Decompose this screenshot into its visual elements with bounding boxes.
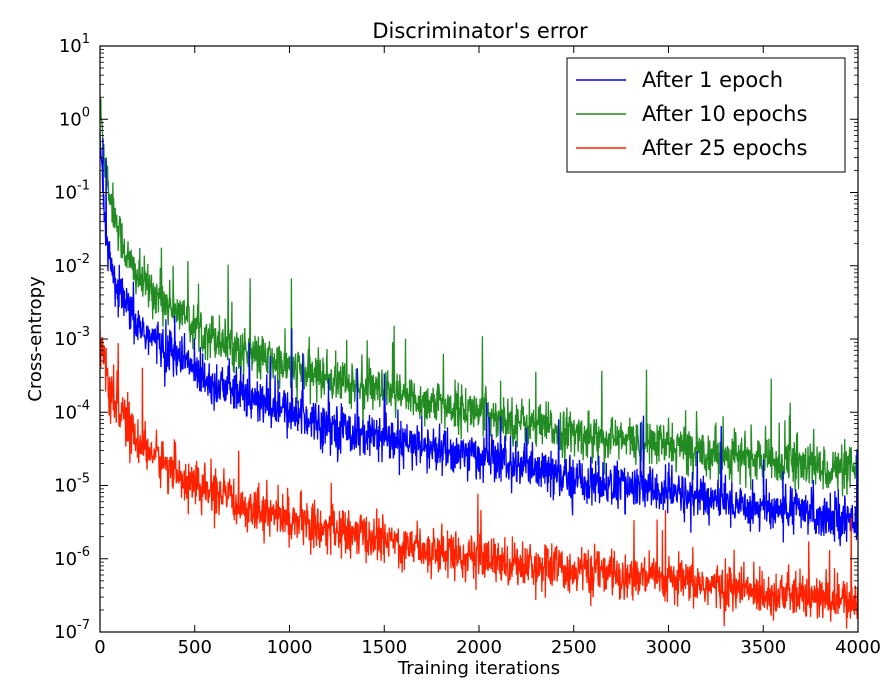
y-tick-label: 101 <box>59 32 90 57</box>
y-tick-label: 10-2 <box>54 252 90 277</box>
series-layer <box>100 98 858 629</box>
chart-title: Discriminator's error <box>372 19 588 43</box>
legend: After 1 epoch After 10 epochs After 25 epo… <box>566 57 846 173</box>
x-tick-label: 1500 <box>361 637 407 658</box>
legend-label-1: After 10 epochs <box>642 102 807 126</box>
x-tick-label: 4000 <box>835 637 881 658</box>
x-tick-label: 1000 <box>267 637 313 658</box>
y-tick-label: 10-5 <box>54 472 90 497</box>
y-tick-label: 10-1 <box>54 179 90 204</box>
x-axis-label: Training iterations <box>397 658 560 679</box>
x-tick-label: 500 <box>178 637 212 658</box>
series-line-0 <box>100 128 858 547</box>
series-line-2 <box>100 329 858 629</box>
y-tick-label: 10-7 <box>54 618 90 643</box>
x-tick-label: 3500 <box>740 637 786 658</box>
x-axis: 0 500 1000 1500 2000 2500 3000 3500 4000 <box>94 46 881 658</box>
y-tick-label: 10-3 <box>54 325 90 350</box>
y-axis: 10-7 10-6 10-5 10-4 10-3 10-2 10-1 100 101 <box>54 32 858 643</box>
y-tick-label: 10-6 <box>54 545 90 570</box>
y-axis-label: Cross-entropy <box>25 276 46 402</box>
x-tick-label: 2000 <box>456 637 502 658</box>
legend-box <box>566 57 846 173</box>
series-line-1 <box>100 98 858 497</box>
x-tick-label: 3000 <box>646 637 692 658</box>
x-tick-label: 0 <box>94 637 105 658</box>
y-tick-label: 100 <box>59 105 90 130</box>
y-tick-label: 10-4 <box>54 398 90 423</box>
legend-label-2: After 25 epochs <box>642 136 807 160</box>
x-tick-label: 2500 <box>551 637 597 658</box>
legend-label-0: After 1 epoch <box>642 68 783 92</box>
